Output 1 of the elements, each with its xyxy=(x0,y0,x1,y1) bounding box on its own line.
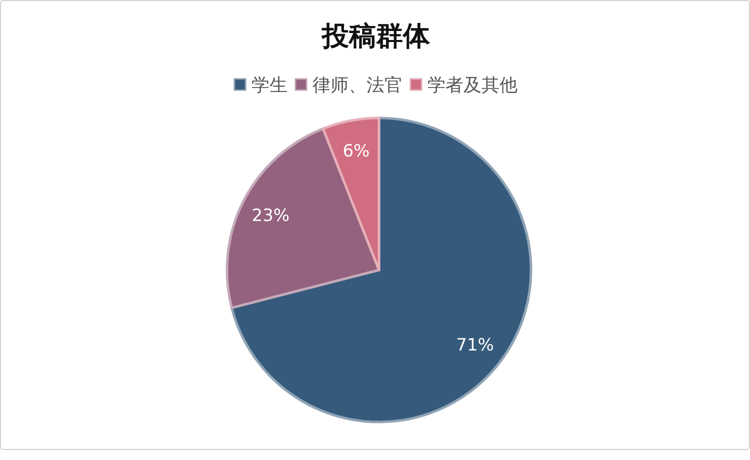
title: 投稿群体 xyxy=(322,21,430,52)
